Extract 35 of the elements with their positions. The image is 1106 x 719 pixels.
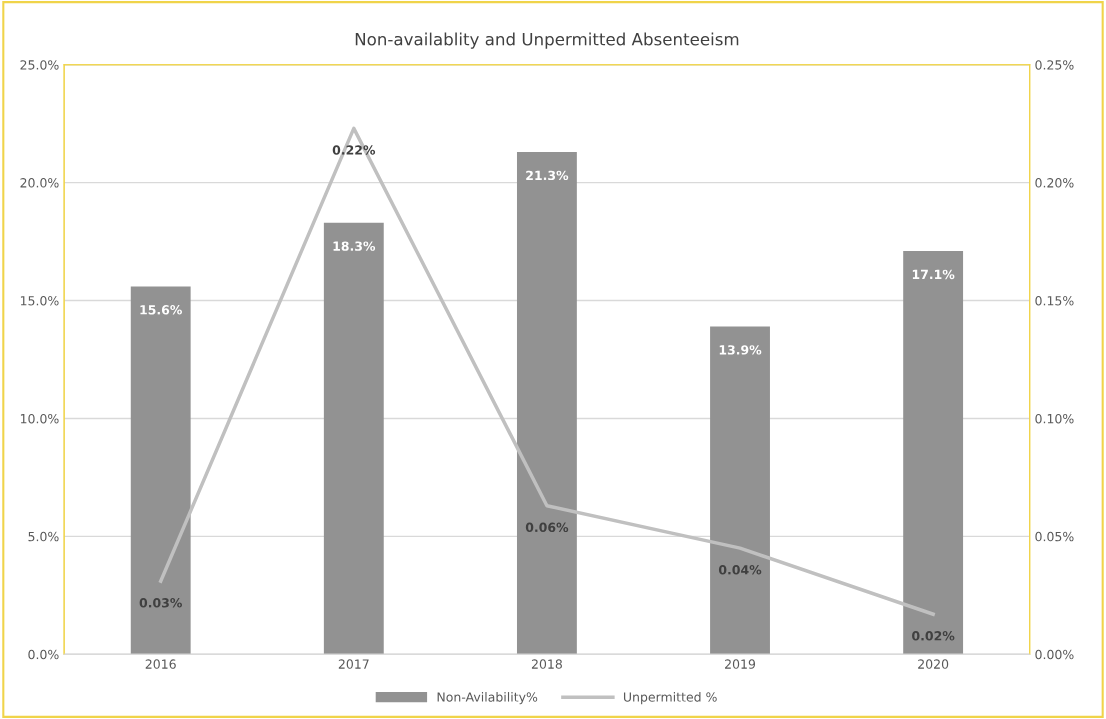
data-label: 0.03% <box>139 598 182 608</box>
data-label: 13.9% <box>719 345 762 355</box>
data-label: 0.04% <box>718 565 762 575</box>
y-tick-label: 5.0% <box>28 531 59 542</box>
data-label: 0.22% <box>332 145 376 155</box>
y-tick-label: 15.0% <box>20 296 59 306</box>
bar <box>903 251 964 655</box>
x-tick-label: 2019 <box>725 659 756 669</box>
x-tick-label: 2020 <box>918 659 949 669</box>
data-label: 21.3% <box>526 170 569 181</box>
bar <box>130 286 191 655</box>
y2-tick-label: 0.20% <box>1035 178 1074 188</box>
data-label: 0.02% <box>912 631 955 641</box>
y2-tick-label: 0.25% <box>1035 60 1074 70</box>
data-label: 15.6% <box>140 305 182 315</box>
x-tick-label: 2017 <box>338 659 369 669</box>
y-tick-label: 25.0% <box>20 60 59 70</box>
bar <box>516 151 577 655</box>
y2-tick-label: 0.05% <box>1035 531 1074 542</box>
legend-label: Unpermitted % <box>623 692 717 705</box>
bar <box>323 222 384 655</box>
y-tick-label: 20.0% <box>20 178 59 188</box>
data-label: 18.3% <box>333 241 376 251</box>
chart-title: Non-availablity and Unpermitted Absenteeism <box>355 32 739 49</box>
y-tick-label: 0.0% <box>28 649 59 660</box>
legend-label: Non-Avilability% <box>437 692 538 705</box>
y2-tick-label: 0.15% <box>1035 296 1074 306</box>
data-label: 17.1% <box>912 269 955 280</box>
bar <box>710 326 770 655</box>
y-tick-label: 10.0% <box>20 413 59 424</box>
data-label: 0.06% <box>525 522 569 533</box>
y2-tick-label: 0.00% <box>1035 649 1074 660</box>
x-tick-label: 2016 <box>145 659 176 669</box>
x-tick-label: 2018 <box>531 659 562 669</box>
y2-tick-label: 0.10% <box>1035 413 1074 424</box>
